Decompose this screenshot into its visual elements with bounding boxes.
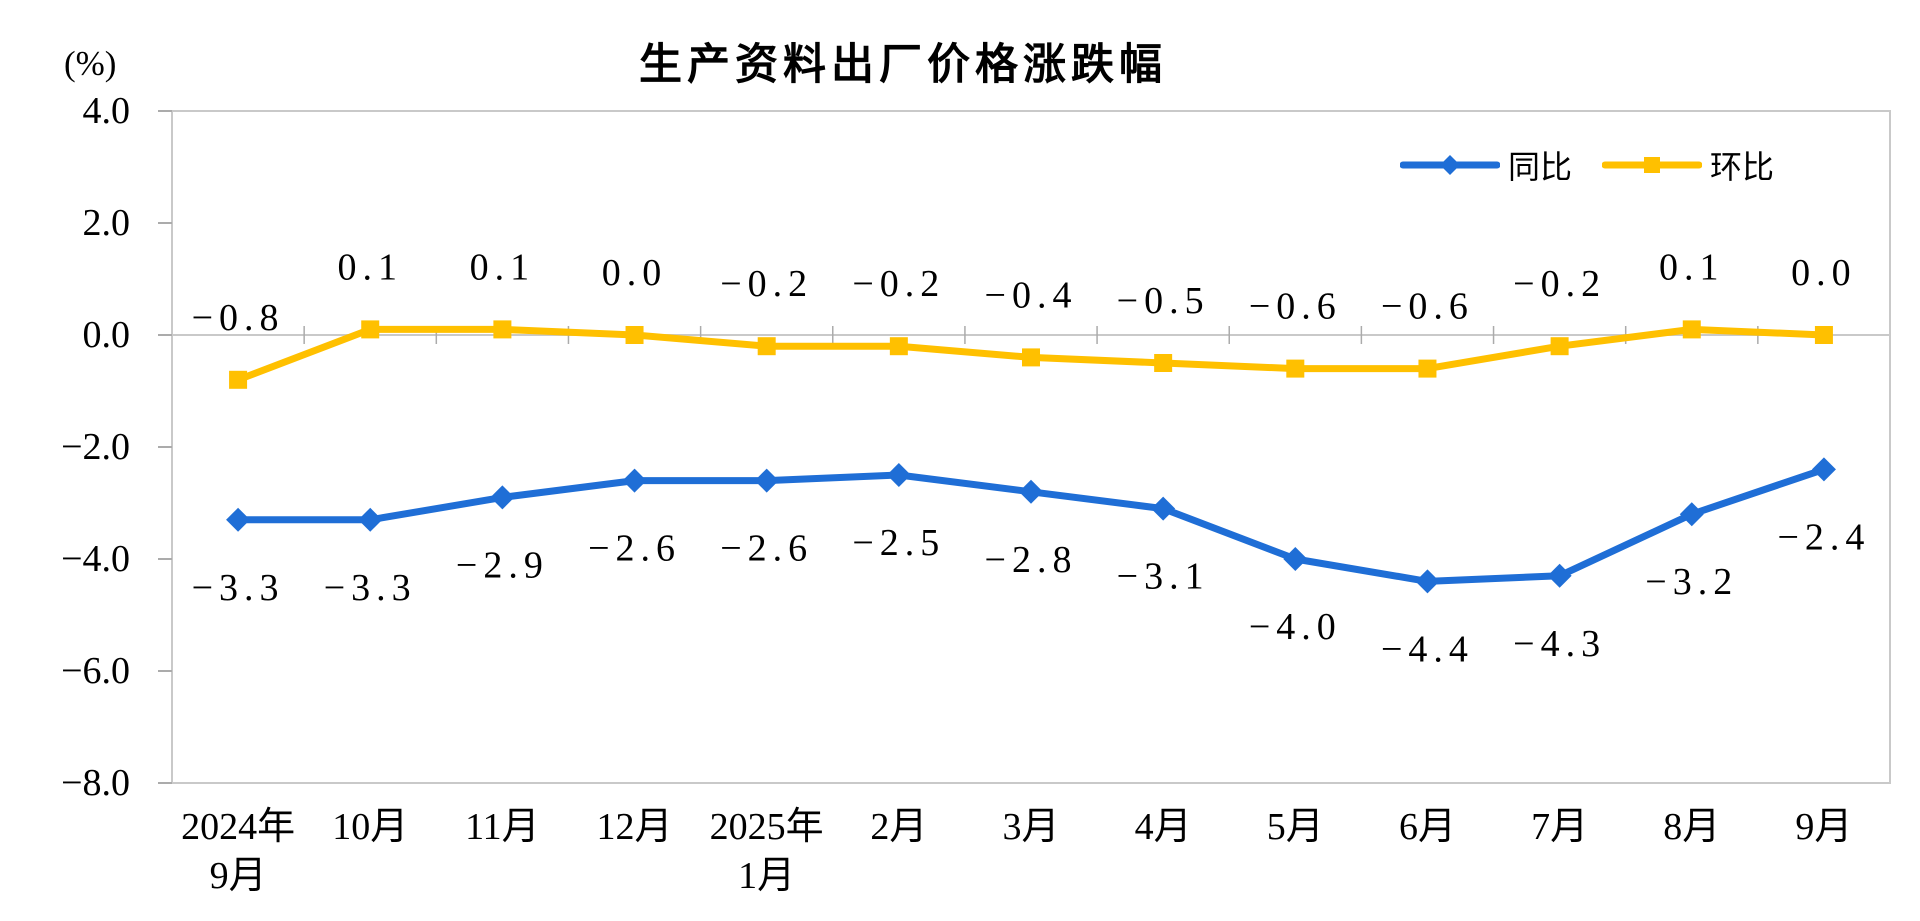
x-axis-category-label: 8月 xyxy=(1663,806,1720,848)
data-label-yoy: −2.4 xyxy=(1777,516,1870,558)
x-axis-category-label: 12月 xyxy=(597,806,673,848)
marker-diamond-yoy xyxy=(1679,502,1704,527)
data-label-mom: −0.6 xyxy=(1249,286,1342,328)
x-axis-category-label: 9月 xyxy=(1795,806,1852,848)
data-label-yoy: −2.6 xyxy=(588,528,681,570)
data-label-yoy: −3.3 xyxy=(324,567,417,609)
data-label-yoy: −2.9 xyxy=(456,544,549,586)
marker-diamond-yoy xyxy=(886,463,911,487)
y-axis-tick-label: −2.0 xyxy=(61,426,130,468)
marker-diamond-yoy xyxy=(226,507,251,532)
marker-square-mom xyxy=(229,370,248,389)
marker-square-mom xyxy=(361,320,380,339)
data-label-mom: 0.1 xyxy=(337,246,403,288)
marker-square-mom xyxy=(1682,320,1701,339)
legend-label-mom: 环比 xyxy=(1710,149,1775,185)
x-axis-category-label: 4月 xyxy=(1135,806,1192,848)
data-label-yoy: −4.3 xyxy=(1513,623,1606,665)
data-label-yoy: −3.2 xyxy=(1645,561,1738,603)
yoy-series-swatch-icon xyxy=(1400,155,1500,175)
data-label-mom: −0.8 xyxy=(192,297,285,339)
legend-label-yoy: 同比 xyxy=(1508,149,1573,185)
data-label-yoy: −4.0 xyxy=(1249,606,1342,648)
x-axis-category-label: 2024年 xyxy=(181,806,295,848)
data-label-mom: −0.6 xyxy=(1381,286,1474,328)
marker-square-mom xyxy=(1286,359,1305,378)
marker-diamond-yoy xyxy=(358,507,383,532)
data-label-mom: −0.2 xyxy=(1513,263,1606,305)
x-axis-category-label: 6月 xyxy=(1399,806,1456,848)
x-axis-category-label: 11月 xyxy=(465,806,540,848)
marker-diamond-yoy xyxy=(490,485,515,510)
y-axis-tick-label: 0.0 xyxy=(83,314,131,356)
y-axis-unit-label: (%) xyxy=(64,44,117,83)
y-axis-tick-label: −6.0 xyxy=(61,650,130,692)
data-label-mom: 0.1 xyxy=(1659,246,1725,288)
data-label-yoy: −3.1 xyxy=(1117,556,1210,598)
x-axis-category-label: 5月 xyxy=(1267,806,1324,848)
marker-square-mom xyxy=(1418,359,1437,378)
marker-square-mom xyxy=(1154,354,1173,372)
data-label-yoy: −2.8 xyxy=(985,539,1078,581)
x-axis-category-label: 2025年 xyxy=(710,806,824,848)
marker-square-mom xyxy=(1814,326,1833,344)
x-axis-category-label: 7月 xyxy=(1531,806,1588,848)
legend-item-yoy: 同比 xyxy=(1400,142,1572,188)
data-label-mom: −0.5 xyxy=(1117,280,1210,322)
data-label-yoy: −2.5 xyxy=(852,522,945,564)
marker-square-mom xyxy=(1550,337,1569,356)
chart-title: 生产资料出厂价格涨跌幅 xyxy=(639,41,1167,89)
marker-diamond-yoy xyxy=(1415,569,1440,594)
data-label-mom: 0.0 xyxy=(602,252,668,294)
x-axis-category-label: 9月 xyxy=(210,855,267,897)
marker-diamond-yoy xyxy=(754,468,779,493)
marker-diamond-yoy xyxy=(1811,457,1836,482)
data-label-yoy: −3.3 xyxy=(192,567,285,609)
x-axis-category-label: 2月 xyxy=(870,806,927,848)
x-axis-category-label: 10月 xyxy=(332,806,408,848)
x-axis-category-label: 3月 xyxy=(1002,806,1059,848)
legend-item-mom: 环比 xyxy=(1602,142,1774,188)
y-axis-tick-label: −4.0 xyxy=(61,538,130,580)
y-axis-tick-label: 4.0 xyxy=(83,90,131,132)
marker-square-mom xyxy=(757,337,776,356)
marker-diamond-yoy xyxy=(1547,563,1572,588)
marker-square-mom xyxy=(1022,348,1040,367)
marker-square-mom xyxy=(493,320,512,339)
data-label-mom: 0.1 xyxy=(470,246,536,288)
mom-series-swatch-icon xyxy=(1602,157,1703,173)
data-label-yoy: −2.6 xyxy=(720,528,813,570)
marker-diamond-yoy xyxy=(622,468,647,493)
data-label-mom: 0.0 xyxy=(1791,252,1857,294)
data-label-yoy: −4.4 xyxy=(1381,628,1474,670)
data-label-mom: −0.2 xyxy=(720,263,813,305)
y-axis-tick-label: 2.0 xyxy=(83,202,131,244)
marker-square-mom xyxy=(625,326,644,344)
data-label-mom: −0.4 xyxy=(985,274,1078,316)
marker-diamond-yoy xyxy=(1151,496,1176,521)
legend: 同比 环比 xyxy=(1400,142,1774,188)
data-label-mom: −0.2 xyxy=(852,263,945,305)
marker-diamond-yoy xyxy=(1283,547,1308,571)
marker-square-mom xyxy=(889,337,908,356)
x-axis-category-label: 1月 xyxy=(738,855,795,897)
y-axis-tick-label: −8.0 xyxy=(61,762,130,804)
marker-diamond-yoy xyxy=(1019,479,1043,504)
plot-border xyxy=(171,110,1891,784)
